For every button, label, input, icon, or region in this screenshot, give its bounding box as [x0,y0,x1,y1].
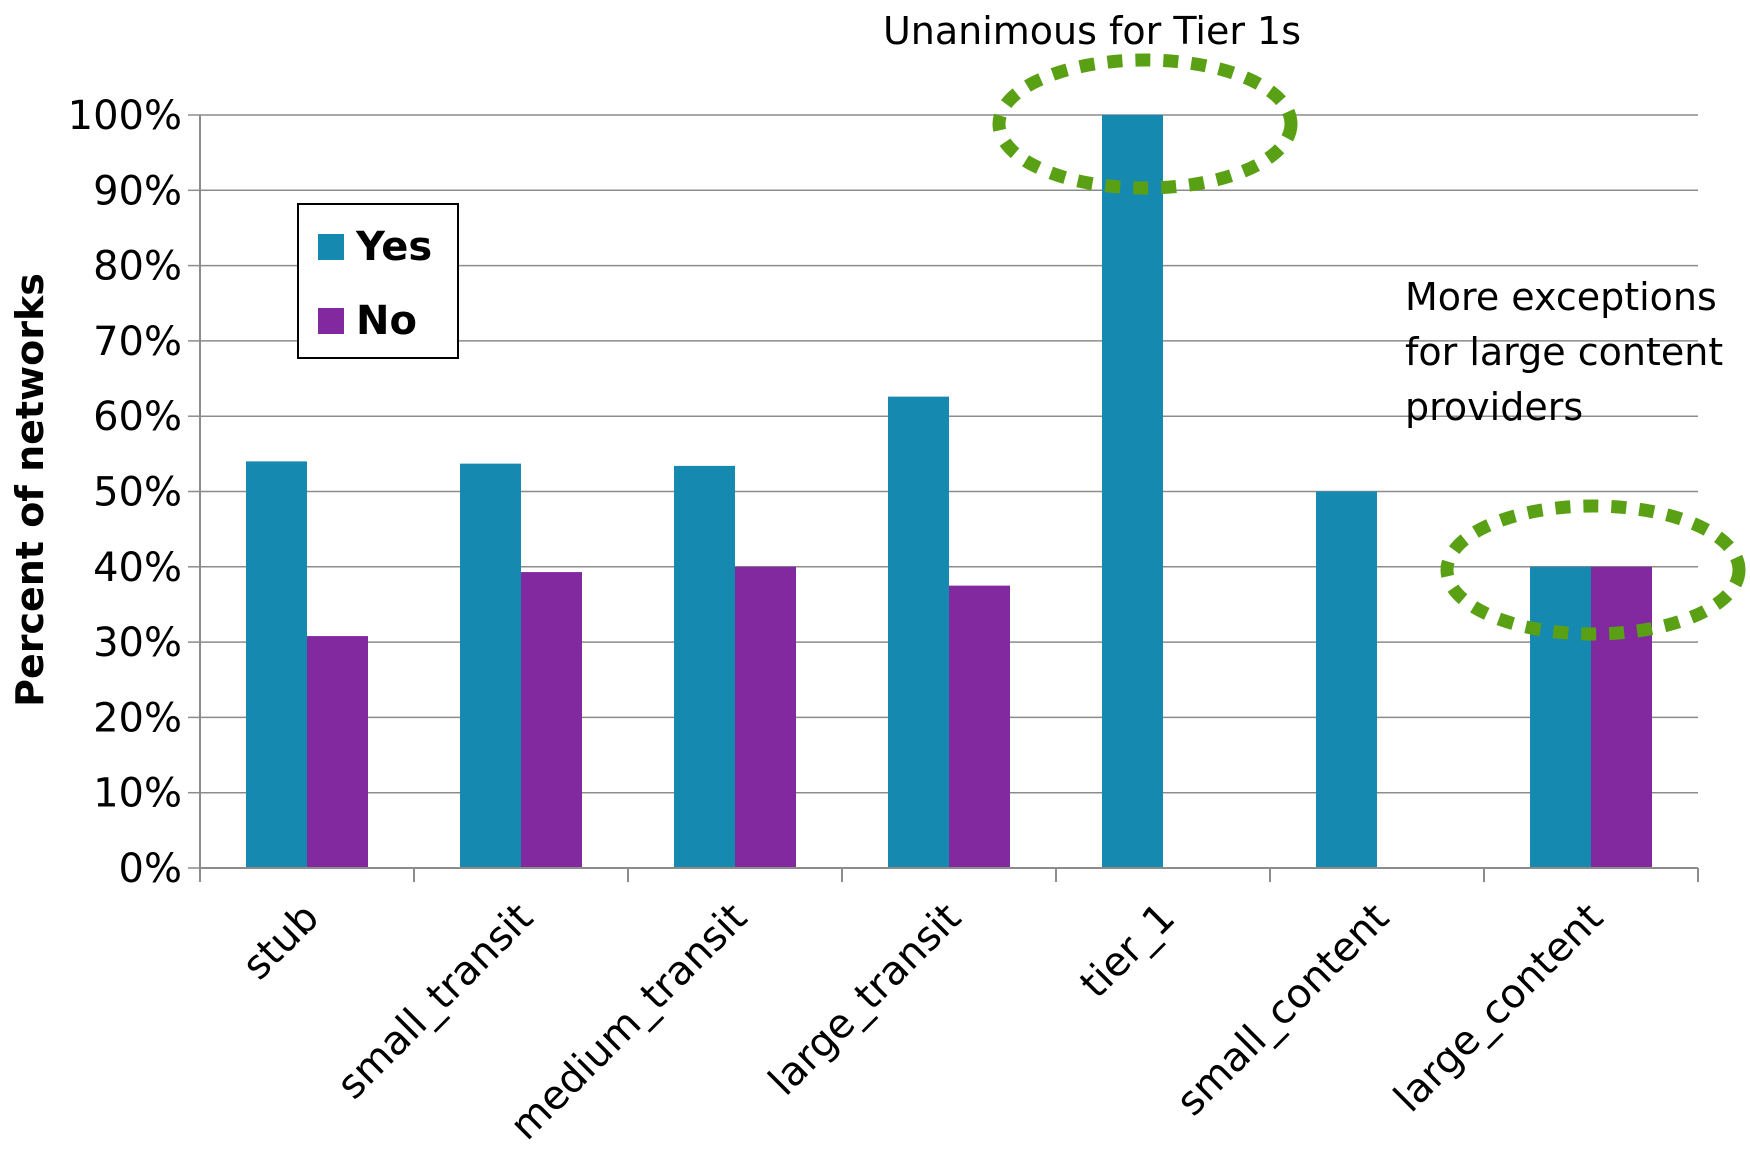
legend-swatch-no [318,308,344,334]
y-tick-label: 20% [93,695,182,741]
y-tick-label: 0% [119,846,182,892]
x-tick-label: small_content [1168,895,1398,1125]
y-tick-labels: 0% 10% 20% 30% 40% 50% 60% 70% 80% 90% 100% [68,93,182,892]
x-tick-label: small_transit [328,895,542,1109]
bar-yes-large_content [1530,566,1591,868]
bar-no-large_content [1591,566,1652,868]
annotation-large-content-line-1: More exceptions [1405,275,1717,319]
highlights [992,53,1746,641]
annotation-large-content-line-2: for large content [1405,330,1723,374]
legend: Yes No [297,203,459,359]
bar-yes-stub [246,461,307,868]
bar-no-stub [307,636,368,868]
x-tick-label: stub [234,895,328,989]
bar-yes-small_transit [460,463,521,868]
legend-label-no: No [356,298,417,344]
legend-swatch-yes [318,234,344,260]
x-tick-label: tier_1 [1071,895,1184,1008]
y-tick-label: 100% [68,93,182,139]
y-tick-label: 10% [93,771,182,817]
x-tick-label: large_content [1385,895,1612,1122]
y-axis-title: Percent of networks [8,273,52,707]
y-tick-label: 60% [93,394,182,440]
bar-no-small_transit [521,572,582,868]
tier1-highlight-ellipse [992,53,1298,195]
y-tick-label: 40% [93,545,182,591]
y-tick-label: 80% [93,244,182,290]
y-tick-label: 50% [93,470,182,516]
large-content-highlight-ellipse [1440,499,1746,641]
bar-yes-tier_1 [1102,115,1163,868]
y-tick-label: 90% [93,168,182,214]
bars [246,115,1652,868]
bar-no-large_transit [949,585,1010,868]
legend-label-yes: Yes [355,224,432,270]
x-tick-label: medium_transit [501,895,756,1150]
bar-yes-large_transit [888,396,949,868]
annotation-large-content-line-3: providers [1405,385,1583,429]
y-tick-label: 70% [93,319,182,365]
y-tick-label: 30% [93,620,182,666]
bar-yes-medium_transit [674,465,735,868]
x-tick-label: large_transit [760,895,970,1105]
bar-yes-small_content [1316,491,1377,868]
axes [199,115,1699,882]
bar-no-medium_transit [735,566,796,868]
annotation-tier1: Unanimous for Tier 1s [883,9,1301,53]
